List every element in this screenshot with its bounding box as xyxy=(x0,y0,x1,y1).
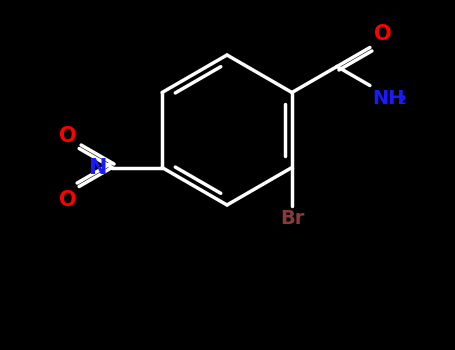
Text: O: O xyxy=(374,23,391,43)
Text: O: O xyxy=(59,189,76,210)
Text: O: O xyxy=(59,126,76,146)
Text: NH: NH xyxy=(372,89,404,107)
Text: Br: Br xyxy=(280,209,304,228)
Text: N: N xyxy=(89,158,107,177)
Text: 2: 2 xyxy=(398,93,407,106)
